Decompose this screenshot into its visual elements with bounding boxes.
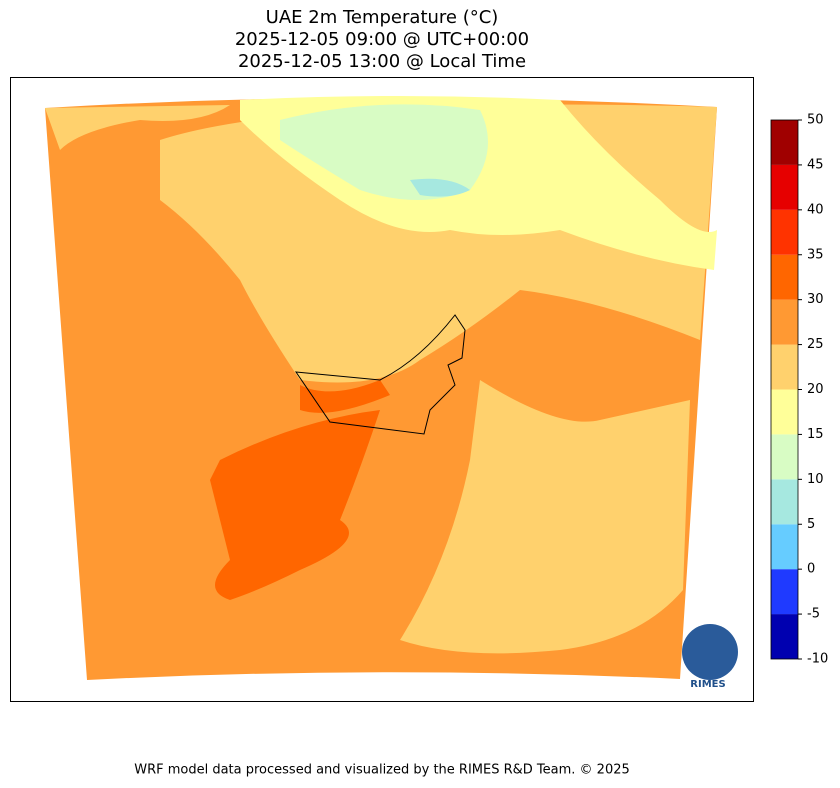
colorbar-tick-label: 0 (807, 562, 815, 577)
title-line: UAE 2m Temperature (°C) (266, 7, 499, 28)
colorbar-tick-label: 35 (807, 247, 824, 262)
colorbar-tick-label: 10 (807, 472, 824, 487)
colorbar: -10 -5 0 5 10 15 20 25 30 35 40 45 50 (770, 113, 828, 667)
colorbar-tick-label: -5 (807, 607, 820, 622)
colorbar-band (771, 254, 798, 300)
footer: WRF model data processed and visualized … (134, 763, 630, 778)
colorbar-tick-label: 40 (807, 202, 824, 217)
colorbar-band (771, 164, 798, 210)
colorbar-tick-label: 5 (807, 517, 815, 532)
colorbar-tick-label: 15 (807, 427, 824, 442)
colorbar-band (771, 434, 798, 480)
colorbar-band (771, 614, 798, 659)
region-5-10 (410, 178, 470, 197)
colorbar-band (771, 524, 798, 570)
colorbar-tick-label: 50 (807, 113, 824, 128)
colorbar-tick-label: 25 (807, 337, 824, 352)
colorbar-tick-label: 45 (807, 157, 824, 172)
colorbar-band (771, 120, 798, 165)
region-20-25 (400, 380, 690, 654)
colorbar-band (771, 389, 798, 435)
colorbar-band (771, 299, 798, 345)
logo (682, 624, 738, 680)
colorbar-band (771, 479, 798, 525)
colorbar-tick-label: 30 (807, 292, 824, 307)
border (294, 314, 466, 435)
colorbar-band (771, 209, 798, 255)
region-30-35 (210, 410, 380, 600)
region-10-15 (280, 104, 488, 200)
region-30-35 (300, 380, 390, 413)
colorbar-tick-label: 20 (807, 382, 824, 397)
colorbar-band (771, 569, 798, 615)
colorbar-band (771, 344, 798, 390)
logo-text: RIMES (690, 679, 725, 690)
map: RIMES (45, 96, 738, 690)
colorbar-tick-label: -10 (807, 652, 828, 667)
title-line: 2025-12-05 09:00 @ UTC+00:00 (235, 29, 529, 50)
title-line: 2025-12-05 13:00 @ Local Time (238, 51, 526, 72)
region-20-25 (45, 105, 230, 150)
